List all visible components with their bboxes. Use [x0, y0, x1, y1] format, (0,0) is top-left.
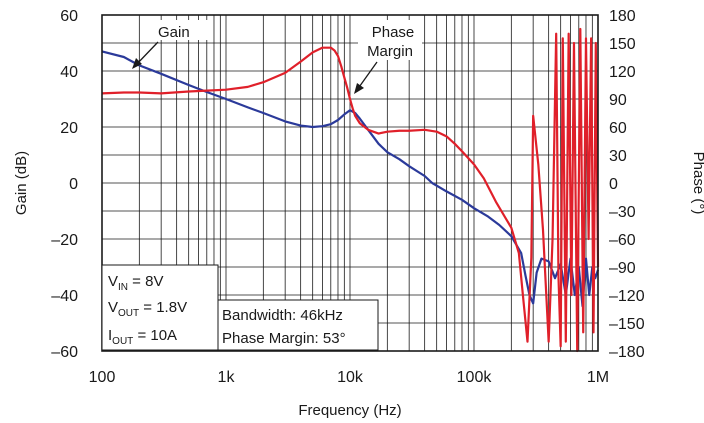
x-tick-label: 100k: [457, 369, 493, 386]
y2-axis-title: Phase (°): [690, 152, 704, 215]
y-tick-label: 60: [60, 8, 78, 25]
iout-text: IOUT = 10A: [108, 327, 177, 347]
bandwidth-text: Bandwidth: 46kHz: [222, 307, 343, 324]
y-tick-label: 40: [60, 64, 78, 81]
y2-tick-label: 0: [609, 176, 618, 193]
gain-annotation: Gain: [132, 20, 208, 69]
phase-series-line: [101, 27, 600, 353]
y2-tick-label: –60: [609, 232, 636, 249]
x-axis-title: Frequency (Hz): [298, 402, 401, 419]
x-tick-label: 10k: [337, 369, 364, 386]
y-tick-label: –20: [51, 232, 78, 249]
y-tick-label: 0: [69, 176, 78, 193]
series-layer: [101, 27, 600, 353]
y-tick-label: –40: [51, 288, 78, 305]
vin-text: VIN = 8V: [108, 273, 163, 293]
plot-frame: [101, 14, 599, 352]
vout-text: VOUT = 1.8V: [108, 299, 187, 319]
y2-tick-label: 90: [609, 92, 627, 109]
phase-margin-label-line2: Margin: [367, 43, 413, 60]
y2-tick-label: –90: [609, 260, 636, 277]
y2-tick-label: –150: [609, 316, 645, 333]
y2-tick-label: 180: [609, 8, 636, 25]
y2-tick-label: 60: [609, 120, 627, 137]
gain-series-line: [101, 50, 600, 308]
x-tick-label: 1M: [587, 369, 609, 386]
y2-tick-label: –120: [609, 288, 645, 305]
y2-tick-label: 120: [609, 64, 636, 81]
y-axis-title: Gain (dB): [13, 151, 30, 215]
tick-labels: 100 1k 10k 100k 1M 60 40 20 0 –20 –40 –60 180 150 120 9…: [51, 8, 644, 386]
y-tick-label: 20: [60, 120, 78, 137]
x-tick-label: 100: [89, 369, 116, 386]
gain-annotation-label: Gain: [158, 24, 190, 41]
y2-tick-label: 30: [609, 148, 627, 165]
y2-tick-label: 150: [609, 36, 636, 53]
y-tick-label: –60: [51, 344, 78, 361]
phase-margin-annotation: Phase Margin: [354, 20, 422, 94]
phase-margin-label-line1: Phase: [372, 24, 415, 41]
y2-tick-label: –180: [609, 344, 645, 361]
y2-tick-label: –30: [609, 204, 636, 221]
gain-arrow-icon: [132, 58, 142, 69]
x-tick-label: 1k: [218, 369, 236, 386]
phase-margin-arrow-icon: [354, 83, 364, 94]
phase-margin-text: Phase Margin: 53°: [222, 330, 346, 347]
conditions-box: VIN = 8V VOUT = 1.8V IOUT = 10A: [101, 264, 219, 351]
results-box: Bandwidth: 46kHz Phase Margin: 53°: [217, 299, 379, 351]
